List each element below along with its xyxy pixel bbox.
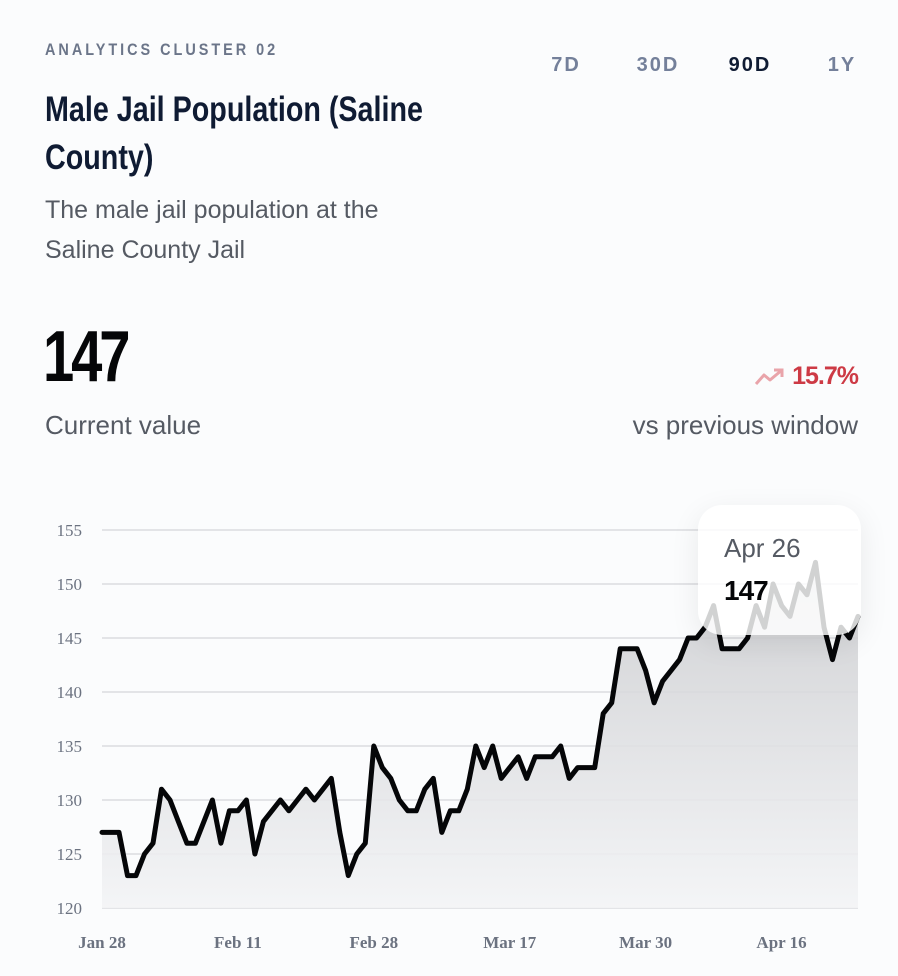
x-tick-label: Feb 28 xyxy=(349,933,398,952)
tooltip-date: Apr 26 xyxy=(724,533,801,563)
x-tick-label: Mar 30 xyxy=(619,933,672,952)
y-tick-label: 150 xyxy=(57,575,83,594)
subtitle: The male jail population at the Saline C… xyxy=(45,190,465,270)
tooltip-value: 147 xyxy=(724,575,769,606)
y-tick-label: 120 xyxy=(57,899,83,918)
area-fill xyxy=(102,562,858,908)
range-7d-button[interactable]: 7D xyxy=(551,54,581,76)
change-badge: 15.7% xyxy=(754,362,859,391)
subtitle-line-2: Saline County Jail xyxy=(45,236,246,264)
range-90d-button[interactable]: 90D xyxy=(728,54,772,76)
title-line-2: County) xyxy=(45,138,154,177)
y-tick-label: 125 xyxy=(57,845,83,864)
x-tick-label: Feb 11 xyxy=(214,933,262,952)
y-tick-label: 155 xyxy=(57,521,83,540)
trending-up-icon xyxy=(754,368,784,385)
range-30d-button[interactable]: 30D xyxy=(636,54,680,76)
change-value: 15.7% xyxy=(792,362,859,390)
x-tick-label: Mar 17 xyxy=(483,933,537,952)
eyebrow-label: ANALYTICS CLUSTER 02 xyxy=(45,40,279,59)
y-tick-label: 135 xyxy=(57,737,83,756)
y-tick-label: 145 xyxy=(57,629,83,648)
page-title: Male Jail Population (Saline County) xyxy=(45,86,423,182)
y-tick-label: 140 xyxy=(57,683,83,702)
series-line xyxy=(99,559,861,879)
tooltip: Apr 26 147 xyxy=(698,505,861,635)
line-chart[interactable]: 120 125 130 135 140 145 150 155 Jan 28 Feb 11 Feb… xyxy=(0,490,898,960)
current-value-label: Current value xyxy=(45,410,202,440)
x-tick-label: Apr 16 xyxy=(756,933,806,952)
range-selector: 7D 30D 90D 1Y xyxy=(520,54,888,77)
current-value: 147 xyxy=(43,317,130,397)
y-tick-label: 130 xyxy=(57,791,83,810)
title-line-1: Male Jail Population (Saline xyxy=(45,90,423,129)
subtitle-line-1: The male jail population at the xyxy=(45,196,379,224)
change-label: vs previous window xyxy=(632,410,858,440)
range-1y-button[interactable]: 1Y xyxy=(827,54,857,76)
x-tick-label: Jan 28 xyxy=(78,933,126,952)
